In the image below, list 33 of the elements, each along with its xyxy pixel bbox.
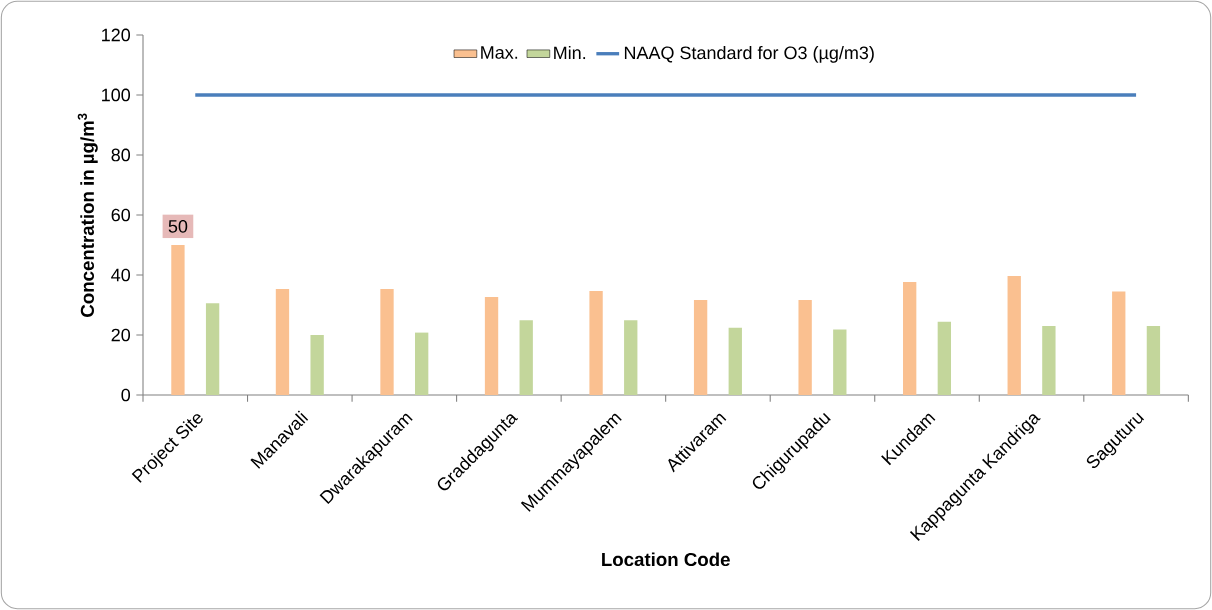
bar <box>171 245 185 395</box>
y-tick-label: 0 <box>121 388 131 402</box>
bar <box>903 281 917 395</box>
bar <box>1112 291 1126 395</box>
bar <box>415 332 429 395</box>
bar <box>589 290 603 395</box>
bar <box>275 289 290 395</box>
y-tick-label: 60 <box>111 208 131 222</box>
bar <box>1042 326 1056 395</box>
data-label: 50 <box>168 219 188 233</box>
bar <box>484 296 499 395</box>
y-tick-label: 80 <box>111 148 131 162</box>
bar <box>1146 326 1161 395</box>
y-tick-label: 100 <box>102 88 131 102</box>
y-tick-label: 40 <box>111 268 131 282</box>
y-tick-label: 20 <box>111 328 131 342</box>
bar <box>205 303 220 395</box>
x-axis-title: Location Code <box>602 552 730 567</box>
bar <box>1007 275 1021 395</box>
legend-label: Min. <box>554 45 586 60</box>
bar <box>798 299 812 395</box>
bar <box>728 327 742 395</box>
legend-label: NAAQ Standard for O3 (µg/m3) <box>624 45 874 63</box>
bar <box>519 320 533 395</box>
bar <box>310 335 324 395</box>
bar <box>624 320 638 395</box>
bar <box>693 299 708 395</box>
y-tick-label: 120 <box>102 28 131 42</box>
y-axis-title: Concentration in µg/m$^{3}$ <box>77 113 98 317</box>
bar <box>380 289 394 395</box>
legend-label: Max. <box>481 46 518 59</box>
bar <box>833 329 847 395</box>
bar <box>937 321 952 395</box>
